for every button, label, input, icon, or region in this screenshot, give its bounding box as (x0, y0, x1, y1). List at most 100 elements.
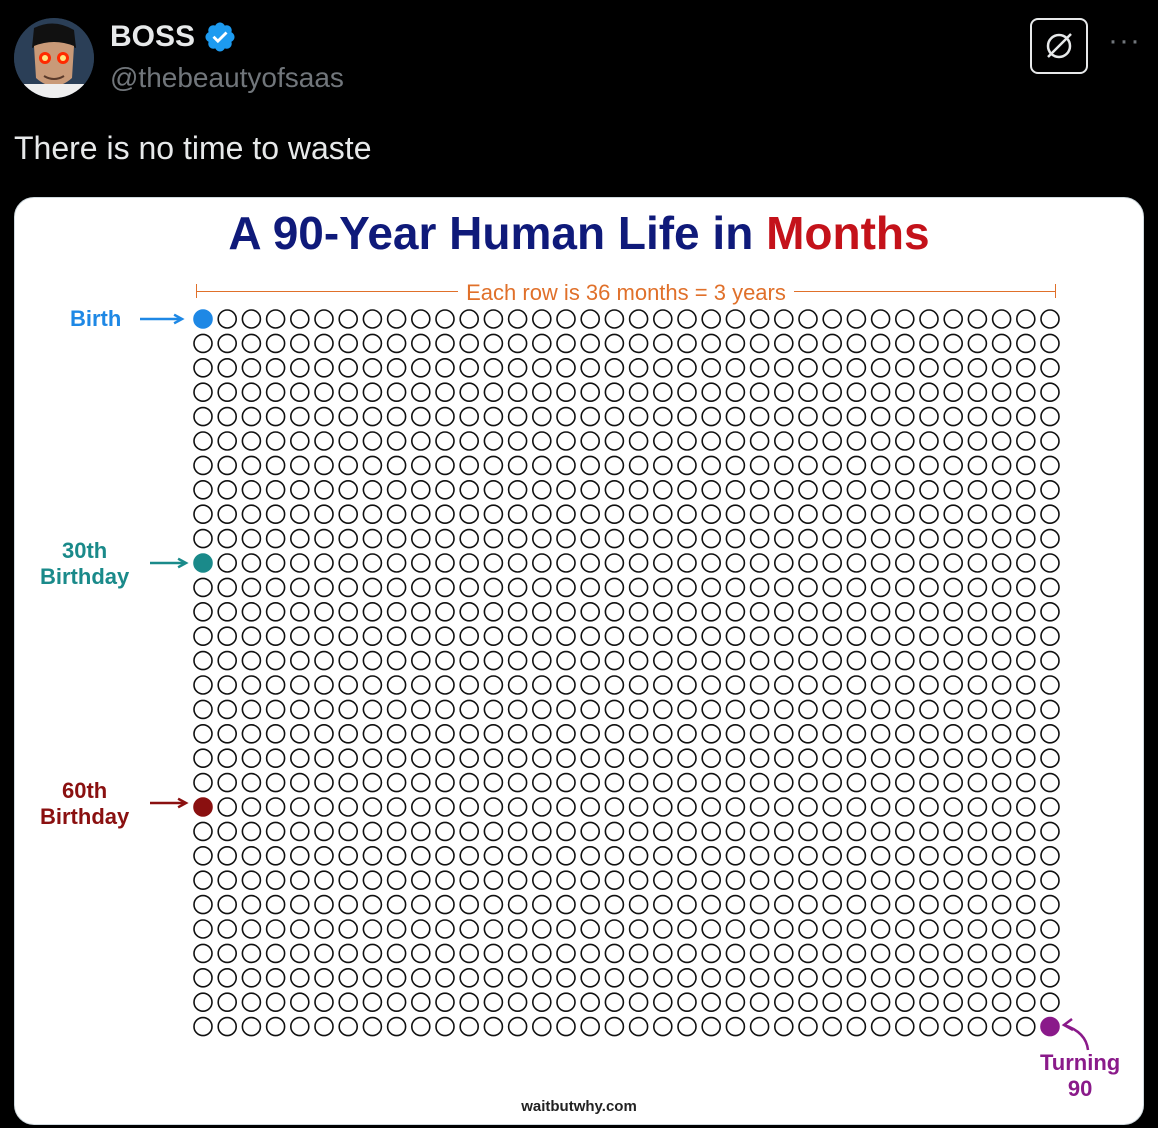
month-circle (652, 723, 673, 744)
month-circle (265, 723, 286, 744)
month-circle (967, 675, 988, 695)
month-circle (652, 845, 673, 866)
month-circle (1040, 967, 1060, 988)
month-circle (991, 772, 1012, 793)
month-circle (459, 1016, 480, 1037)
author-handle[interactable]: @thebeautyofsaas (110, 62, 344, 93)
month-circle (773, 845, 794, 866)
month-circle (386, 650, 407, 671)
month-circle (531, 992, 552, 1013)
month-circle (386, 797, 407, 817)
month-circle (289, 333, 310, 354)
month-circle (991, 870, 1012, 891)
birth-label: Birth (70, 306, 121, 332)
month-circle (943, 919, 964, 939)
month-circle (894, 357, 915, 378)
month-circle (338, 845, 359, 866)
month-circle (289, 748, 310, 769)
month-circle (773, 309, 794, 329)
sixtieth-birthday-label: 60th Birthday (40, 778, 129, 830)
more-options-button[interactable]: ··· (1108, 24, 1141, 57)
row-note-tick-right (1055, 284, 1056, 298)
month-circle (894, 553, 915, 573)
month-circle (556, 699, 576, 720)
month-circle (725, 455, 746, 476)
month-circle (652, 357, 673, 378)
month-circle (846, 699, 867, 720)
month-circle (289, 992, 310, 1013)
month-circle (483, 943, 504, 964)
month-circle (919, 723, 939, 744)
month-circle (846, 919, 867, 939)
month-circle (798, 650, 818, 671)
month-circle (773, 699, 794, 720)
month-circle (749, 577, 770, 598)
month-circle (991, 748, 1012, 769)
month-circle (943, 382, 964, 403)
month-circle (386, 845, 407, 866)
month-circle (604, 870, 625, 891)
month-circle (217, 650, 237, 671)
month-circle (483, 479, 504, 500)
month-circle (822, 357, 843, 378)
month-circle (507, 577, 528, 598)
month-circle (459, 919, 480, 939)
month-circle (870, 553, 891, 573)
month-circle (943, 309, 964, 329)
month-circle (386, 382, 407, 403)
month-circle (386, 870, 407, 891)
month-circle (943, 894, 964, 915)
month-circle (580, 675, 601, 695)
month-circle (314, 357, 334, 378)
month-circle (459, 699, 480, 720)
month-circle (628, 943, 649, 964)
month-circle (943, 553, 964, 573)
month-circle (338, 748, 359, 769)
avatar[interactable] (14, 18, 94, 98)
month-circle (410, 675, 431, 695)
author-name[interactable]: BOSS (110, 20, 237, 54)
month-circle (652, 601, 673, 622)
month-circle (241, 626, 262, 647)
month-circle (556, 797, 576, 817)
month-circle (798, 699, 818, 720)
month-circle (628, 870, 649, 891)
month-circle (967, 479, 988, 500)
month-circle (652, 406, 673, 427)
month-circle (894, 406, 915, 427)
chart-title: A 90-Year Human Life in Months (0, 206, 1158, 260)
month-circle (749, 943, 770, 964)
month-circle (822, 748, 843, 769)
month-circle (701, 650, 722, 671)
month-circle (725, 626, 746, 647)
month-circle (241, 553, 262, 573)
month-circle (749, 967, 770, 988)
month-circle (701, 967, 722, 988)
month-circle (749, 406, 770, 427)
month-circle (580, 455, 601, 476)
grok-icon (1046, 33, 1072, 59)
month-circle (217, 699, 237, 720)
month-circle (531, 309, 552, 329)
month-circle (846, 479, 867, 500)
month-circle (289, 675, 310, 695)
month-circle (628, 528, 649, 549)
month-circle (773, 382, 794, 403)
month-circle (435, 528, 455, 549)
grok-button[interactable] (1030, 18, 1088, 74)
month-circle (822, 821, 843, 842)
month-circle (967, 967, 988, 988)
month-circle (1040, 601, 1060, 622)
month-circle (435, 821, 455, 842)
author-name-text: BOSS (110, 20, 196, 53)
month-circle (507, 601, 528, 622)
month-circle (217, 431, 237, 451)
month-circle (991, 455, 1012, 476)
month-circle (822, 967, 843, 988)
month-circle (193, 577, 213, 598)
month-circle (459, 626, 480, 647)
month-circle (1016, 797, 1036, 817)
month-circle (943, 406, 964, 427)
month-circle (604, 455, 625, 476)
month-circle (193, 967, 213, 988)
